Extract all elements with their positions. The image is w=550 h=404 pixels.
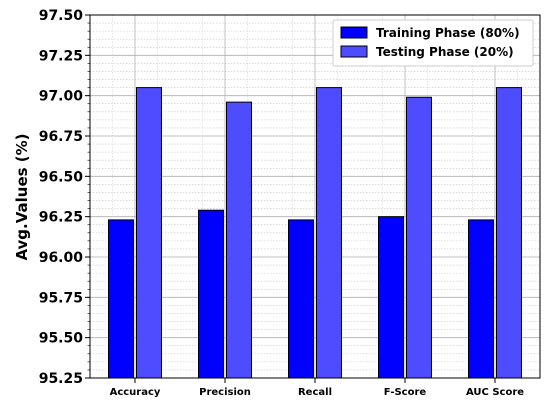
legend-label-testing: Testing Phase (20%): [376, 45, 514, 59]
bar-testing: [316, 87, 342, 379]
y-tick-label: 97.50: [39, 8, 84, 24]
y-tick-label: 96.25: [39, 210, 83, 226]
y-tick-label: 97.00: [39, 89, 84, 105]
bar-training: [288, 219, 314, 379]
legend-swatch-training: [340, 26, 368, 39]
bar-testing: [406, 96, 432, 379]
bars: [108, 87, 522, 379]
y-tick-label: 95.25: [39, 371, 83, 387]
x-tick-label: AUC Score: [466, 387, 524, 398]
bar-testing: [496, 87, 522, 379]
legend-frame: [332, 19, 534, 67]
y-tick-label: 96.00: [39, 250, 84, 266]
y-tick-label: 95.75: [39, 290, 83, 306]
y-tick-label: 97.25: [39, 48, 83, 64]
x-tick-label: F-Score: [384, 387, 427, 398]
y-axis-label: Avg.Values (%): [13, 133, 31, 260]
bar-training: [378, 216, 404, 379]
legend-swatch-testing: [340, 45, 368, 58]
bar-testing: [226, 101, 252, 379]
x-tick-label: Recall: [298, 387, 332, 398]
legend-label-training: Training Phase (80%): [376, 26, 520, 40]
bar-training: [468, 219, 494, 379]
y-tick-label: 95.50: [39, 331, 84, 347]
y-tick-label: 96.75: [39, 129, 83, 145]
x-tick-label: Precision: [199, 387, 251, 398]
y-tick-label: 96.50: [39, 169, 84, 185]
bar-training: [198, 209, 224, 379]
legend: Training Phase (80%) Testing Phase (20%): [332, 19, 534, 67]
x-tick-label: Accuracy: [110, 387, 161, 398]
bar-training: [108, 219, 134, 379]
bar-testing: [136, 87, 162, 379]
axes: 95.25 95.50 95.75 96.00 96.25 96.50 96.75 97.00…: [39, 8, 525, 398]
